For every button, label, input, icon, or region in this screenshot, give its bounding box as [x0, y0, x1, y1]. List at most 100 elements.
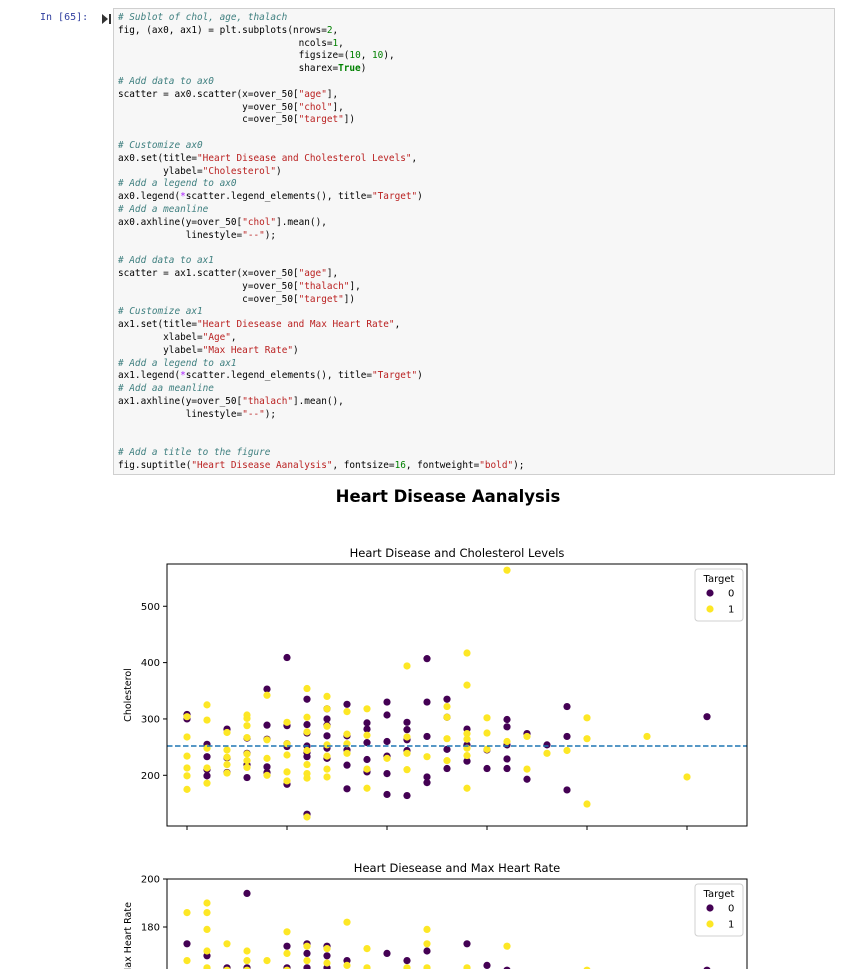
scatter-point-target-1 [563, 746, 571, 755]
scatter-point-target-1 [203, 779, 211, 787]
code-token: fig, (ax0, ax1) = plt.subplots(nrows= [118, 24, 327, 36]
code-token: # Add a meanline [118, 203, 209, 215]
scatter-point-target-1 [223, 728, 231, 737]
code-line: # Customize ax1 [118, 306, 203, 317]
scatter-point-target-0 [363, 755, 371, 764]
code-token: xlabel= [118, 331, 203, 343]
scatter-point-target-1 [363, 705, 371, 713]
scatter-point-target-0 [363, 739, 371, 747]
code-token: ]) [343, 114, 356, 126]
code-token: ].mean(), [276, 216, 327, 228]
code-line: # Add a legend to ax0 [118, 178, 237, 189]
code-token: ylabel= [118, 165, 203, 177]
code-token: , [360, 50, 373, 62]
code-token: * [180, 191, 186, 203]
scatter-point-target-1 [263, 754, 271, 762]
cell-prompt: In [65]: [40, 12, 89, 23]
code-token: "Target" [372, 191, 418, 203]
code-token: figsize=( [118, 50, 350, 62]
y-axis-label: Max Heart Rate [123, 902, 134, 969]
scatter-point-target-1 [363, 945, 371, 953]
scatter-point-target-1 [223, 753, 231, 761]
scatter-point-target-0 [503, 723, 511, 731]
scatter-point-target-0 [283, 942, 291, 950]
code-line: scatter = ax1.scatter(x=over_50["age"], [118, 268, 338, 279]
code-token: c=over_50[ [118, 114, 299, 126]
code-token: c=over_50[ [118, 293, 299, 305]
scatter-point-target-1 [203, 701, 211, 709]
scatter-point-target-0 [403, 726, 411, 734]
code-token: ); [264, 408, 277, 420]
code-token: "chol" [298, 101, 333, 113]
scatter-point-target-1 [223, 940, 231, 948]
code-token: # Customize ax0 [118, 139, 203, 151]
code-token: "--" [242, 408, 265, 420]
code-token: "Age" [202, 331, 231, 343]
legend-label: 0 [728, 589, 734, 600]
y-tick-label: 180 [141, 923, 160, 934]
code-line: c=over_50["target"]) [118, 294, 355, 305]
figure-suptitle: Heart Disease Aanalysis [336, 487, 561, 506]
code-token: # Customize ax1 [118, 306, 203, 318]
scatter-point-target-0 [503, 715, 511, 724]
scatter-point-target-0 [463, 757, 471, 765]
scatter-point-target-0 [503, 755, 511, 763]
scatter-point-target-1 [203, 899, 211, 907]
code-token: # Add data to ax1 [118, 255, 214, 267]
code-token: "Max Heart Rate" [202, 344, 293, 356]
scatter-point-target-0 [203, 753, 211, 761]
code-token: "thalach" [298, 280, 350, 292]
scatter-point-target-1 [203, 964, 211, 972]
scatter-point-target-1 [283, 751, 291, 759]
code-token: ax0.set(title= [118, 152, 198, 164]
axes-frame [166, 563, 748, 827]
code-token: ); [513, 459, 525, 471]
scatter-point-target-1 [683, 773, 691, 781]
code-line: # Add data to ax1 [118, 255, 214, 266]
scatter-point-target-1 [323, 765, 331, 773]
code-token: ), [383, 50, 395, 62]
code-token: ].mean(), [293, 395, 344, 407]
scatter-point-target-1 [483, 745, 491, 753]
scatter-point-target-0 [443, 764, 451, 773]
scatter-point-target-1 [543, 749, 551, 757]
scatter-point-target-1 [323, 945, 331, 953]
scatter-point-target-1 [503, 942, 511, 950]
scatter-point-target-1 [463, 964, 471, 972]
scatter-point-target-1 [223, 746, 231, 754]
legend-marker-0 [706, 904, 714, 912]
code-token: ) [417, 370, 423, 382]
code-token: ); [264, 229, 277, 241]
code-token: , [338, 37, 344, 49]
code-token: , fontweight= [405, 459, 480, 471]
scatter-point-target-1 [283, 928, 291, 936]
scatter-point-target-1 [363, 765, 371, 773]
scatter-point-target-1 [583, 714, 591, 722]
scatter-point-target-1 [463, 751, 471, 760]
scatter-point-target-0 [563, 732, 571, 741]
scatter-point-target-1 [463, 735, 471, 743]
scatter-point-target-1 [243, 763, 251, 772]
code-text[interactable]: # Sublot of chol, age, thalach fig, (ax0… [118, 12, 524, 473]
y-tick-label: 500 [141, 602, 160, 613]
code-line: fig, (ax0, ax1) = plt.subplots(nrows=2, [118, 25, 338, 36]
scatter-point-target-0 [383, 790, 391, 799]
code-token: ax1.legend( [118, 370, 181, 382]
code-cell-editor[interactable]: # Sublot of chol, age, thalach fig, (ax0… [113, 8, 835, 475]
scatter-point-target-0 [503, 764, 511, 773]
code-token: "bold" [479, 459, 514, 471]
legend-label: 0 [728, 904, 734, 915]
y-tick-label: 200 [141, 771, 160, 782]
scatter-point-target-1 [183, 733, 191, 741]
scatter-point-target-1 [263, 771, 271, 779]
scatter-point-target-1 [463, 681, 471, 689]
scatter-point-target-1 [283, 768, 291, 776]
code-token: # Add a title to the figure [118, 447, 271, 459]
run-cell-icon[interactable] [100, 13, 112, 25]
code-token: "chol" [242, 216, 277, 228]
code-token: ) [292, 344, 299, 356]
scatter-point-target-1 [183, 772, 191, 780]
scatter-point-target-0 [243, 889, 251, 897]
scatter-point-target-0 [463, 940, 471, 948]
scatter-point-target-1 [183, 713, 191, 721]
